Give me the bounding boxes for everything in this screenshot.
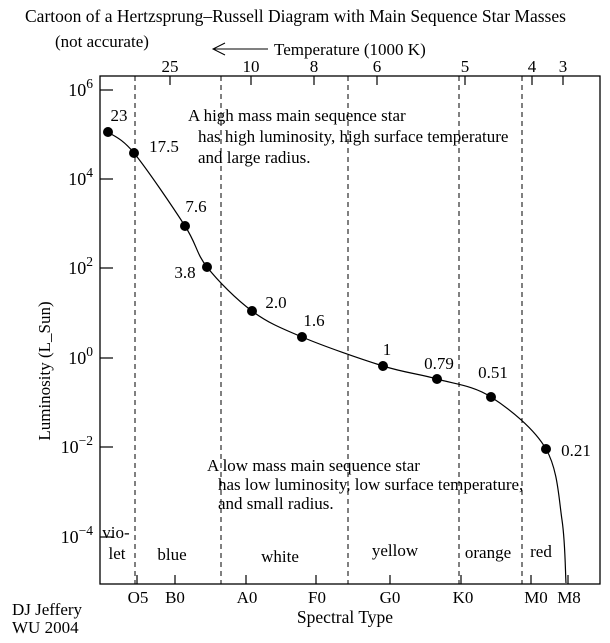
- data-point-dot: [103, 127, 113, 137]
- color-region-label: orange: [465, 543, 511, 562]
- color-region-label: blue: [157, 545, 186, 564]
- credit-line-1: DJ Jeffery: [12, 600, 83, 619]
- temp-tick-label: 25: [162, 57, 179, 76]
- temp-tick-label: 10: [243, 57, 260, 76]
- color-region-label: white: [261, 547, 299, 566]
- luminosity-tick-label: 102: [68, 254, 93, 278]
- spectral-tick-label: M8: [557, 588, 581, 607]
- data-point-dot: [432, 374, 442, 384]
- subtitle: (not accurate): [55, 32, 149, 51]
- annotation-low-mass-line-2: has low luminosity, low surface temperat…: [218, 475, 523, 494]
- spectral-tick-label: M0: [524, 588, 548, 607]
- spectral-tick-label: B0: [165, 588, 185, 607]
- temp-tick-label: 5: [461, 57, 470, 76]
- temp-tick-label: 3: [559, 57, 568, 76]
- mass-label: 2.0: [265, 293, 286, 312]
- luminosity-tick-label: 10−2: [61, 433, 93, 457]
- color-region-label: let: [109, 544, 126, 563]
- luminosity-tick-label: 10−4: [61, 523, 94, 547]
- luminosity-tick-label: 104: [68, 165, 93, 189]
- luminosity-tick-label: 100: [68, 344, 93, 368]
- color-region-label: vio-: [102, 523, 130, 542]
- annotation-high-mass-line-1: A high mass main sequence star: [188, 106, 406, 125]
- mass-label: 1: [383, 340, 392, 359]
- color-region-label: red: [530, 542, 552, 561]
- plot-contents: 25 10 8 6 5 4 3 O5 B0 A0 F0 G0 K0 M0 M8 106 104 102 100 10−…: [61, 57, 591, 607]
- plot-border: [99, 75, 601, 585]
- data-point-dot: [129, 148, 139, 158]
- page-title: Cartoon of a Hertzsprung–Russell Diagram…: [25, 6, 566, 26]
- spectral-tick-label: A0: [237, 588, 258, 607]
- data-point-dot: [247, 306, 257, 316]
- spectral-tick-label: G0: [380, 588, 401, 607]
- mass-label: 0.79: [424, 354, 454, 373]
- mass-label: 0.51: [478, 363, 508, 382]
- annotation-high-mass-line-3: and large radius.: [198, 148, 311, 167]
- mass-label: 23: [111, 106, 128, 125]
- spectral-tick-label: F0: [308, 588, 326, 607]
- mass-label: 17.5: [149, 137, 179, 156]
- data-point-dot: [297, 332, 307, 342]
- mass-label: 1.6: [303, 311, 324, 330]
- spectral-tick-label: K0: [453, 588, 474, 607]
- data-point-dot: [541, 444, 551, 454]
- data-point-dot: [202, 262, 212, 272]
- left-arrow-icon: [211, 42, 268, 56]
- color-region-label: yellow: [372, 541, 419, 560]
- x-axis-title: Spectral Type: [297, 607, 393, 627]
- mass-label: 3.8: [174, 263, 195, 282]
- temp-tick-label: 6: [373, 57, 382, 76]
- temp-tick-label: 8: [310, 57, 319, 76]
- luminosity-tick-label: 106: [68, 76, 93, 100]
- data-point-dot: [180, 221, 190, 231]
- y-axis-title: Luminosity (L_Sun): [35, 301, 54, 440]
- temperature-axis-label: Temperature (1000 K): [274, 40, 426, 59]
- spectral-tick-label: O5: [128, 588, 149, 607]
- main-sequence-curve: [107, 131, 567, 584]
- data-point-dot: [486, 392, 496, 402]
- data-point-dot: [378, 361, 388, 371]
- mass-label: 7.6: [185, 197, 206, 216]
- annotation-low-mass-line-1: A low mass main sequence star: [207, 456, 420, 475]
- mass-label: 0.21: [561, 441, 591, 460]
- annotation-low-mass-line-3: and small radius.: [218, 494, 334, 513]
- credit-line-2: WU 2004: [12, 618, 79, 637]
- annotation-high-mass-line-2: has high luminosity, high surface temper…: [198, 127, 508, 146]
- temp-tick-label: 4: [528, 57, 537, 76]
